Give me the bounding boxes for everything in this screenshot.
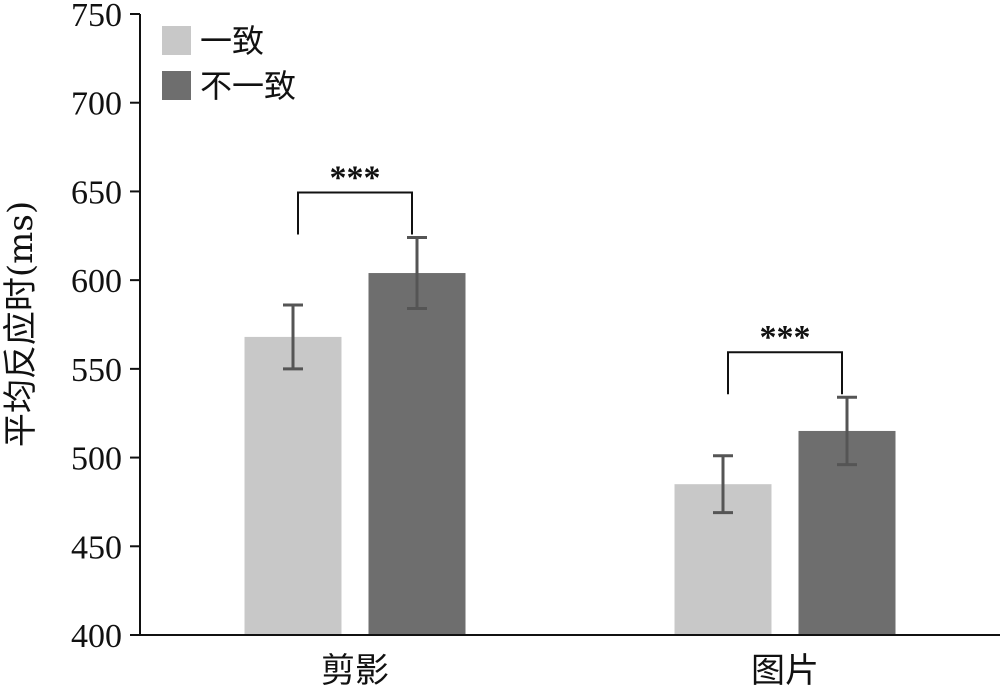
legend-label: 不一致 — [200, 67, 296, 105]
y-ticks: 400 450 500 550 600 650 700 750 — [71, 0, 140, 655]
y-tick-label: 600 — [71, 263, 122, 300]
y-axis-title: 平均反应时(ms) — [1, 201, 41, 447]
bar — [244, 336, 342, 635]
y-tick-label: 500 — [71, 441, 122, 478]
bar — [368, 273, 466, 635]
significance-label: *** — [330, 160, 381, 197]
legend-swatch — [162, 26, 191, 55]
legend-swatch — [162, 71, 191, 100]
significance-label: *** — [760, 319, 811, 356]
y-tick-label: 700 — [71, 86, 122, 123]
x-tick-label: 剪影 — [321, 651, 389, 691]
legend-label: 一致 — [200, 22, 264, 60]
x-tick-labels: 剪影 图片 — [321, 651, 819, 691]
y-tick-label: 450 — [71, 529, 122, 566]
significance-bracket — [297, 191, 413, 235]
y-tick-label: 650 — [71, 174, 122, 211]
significance-bracket — [727, 351, 843, 395]
y-tick-label: 750 — [71, 0, 122, 34]
y-tick-label: 550 — [71, 352, 122, 389]
x-tick-label: 图片 — [751, 651, 819, 691]
y-tick-label: 400 — [71, 618, 122, 655]
error-bars — [283, 236, 857, 515]
significance-brackets: *** *** — [297, 160, 843, 395]
